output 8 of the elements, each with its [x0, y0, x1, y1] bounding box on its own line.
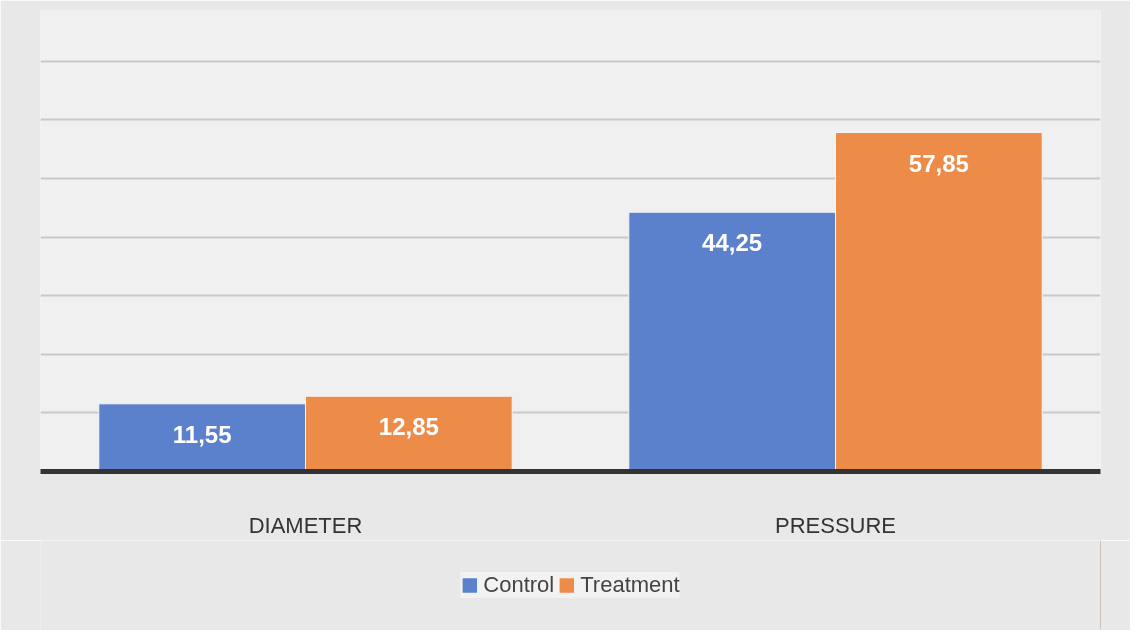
x-tick-label: DIAMETER	[248, 512, 363, 538]
data-label: 44,25	[702, 229, 763, 257]
data-label: 11,55	[172, 420, 232, 448]
data-label: 57,85	[908, 149, 969, 177]
data-label: 12,85	[378, 413, 439, 441]
legend-label: Control	[483, 572, 555, 598]
legend-label: Treatment	[580, 572, 680, 598]
x-tick-label: PRESSURE	[774, 512, 897, 538]
